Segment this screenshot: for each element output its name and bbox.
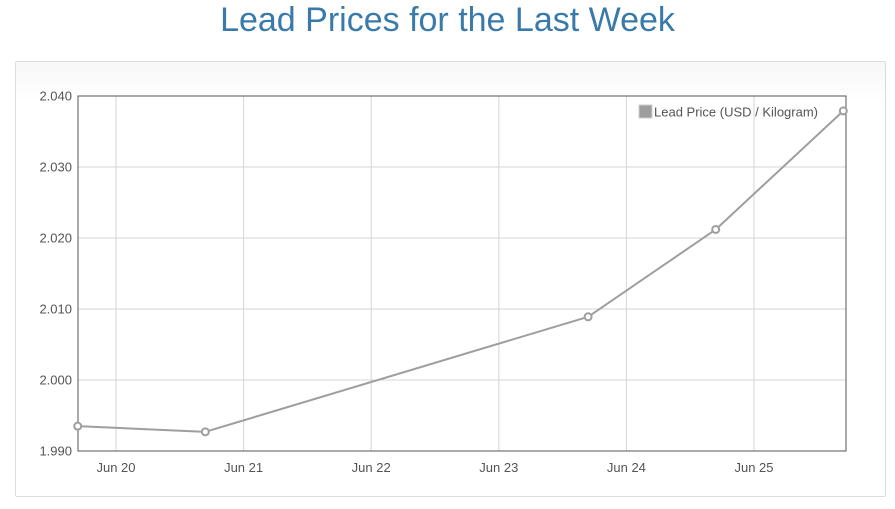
y-tick-label: 2.010 [39, 302, 72, 317]
y-axis-ticks: 1.990 2.000 2.010 2.020 2.030 2.040 [39, 89, 72, 459]
chart-card [15, 61, 886, 497]
y-tick-label: 1.990 [39, 444, 72, 459]
x-tick-label: Jun 20 [96, 460, 135, 475]
data-point[interactable] [711, 224, 721, 234]
legend[interactable]: Lead Price (USD / Kilogram) [638, 104, 818, 120]
data-point[interactable] [73, 421, 83, 431]
x-tick-label: Jun 21 [224, 460, 263, 475]
page-title: Lead Prices for the Last Week [220, 1, 675, 39]
x-tick-label: Jun 24 [607, 460, 646, 475]
x-tick-label: Jun 22 [352, 460, 391, 475]
grid [78, 95, 846, 452]
plot-area-frame [77, 95, 847, 452]
series-line [77, 110, 845, 433]
series [73, 106, 848, 437]
y-tick-label: 2.020 [39, 231, 72, 246]
y-tick-label: 2.040 [39, 89, 72, 104]
x-axis-ticks: Jun 20 Jun 21 Jun 22 Jun 23 Jun 24 Jun 25 [96, 460, 773, 475]
data-point[interactable] [838, 106, 848, 116]
legend-label: Lead Price (USD / Kilogram) [654, 105, 818, 120]
legend-swatch [638, 104, 653, 119]
y-tick-label: 2.030 [39, 160, 72, 175]
data-point[interactable] [583, 312, 593, 322]
y-tick-label: 2.000 [39, 373, 72, 388]
x-tick-label: Jun 25 [734, 460, 773, 475]
x-tick-label: Jun 23 [479, 460, 518, 475]
data-point[interactable] [200, 427, 210, 437]
